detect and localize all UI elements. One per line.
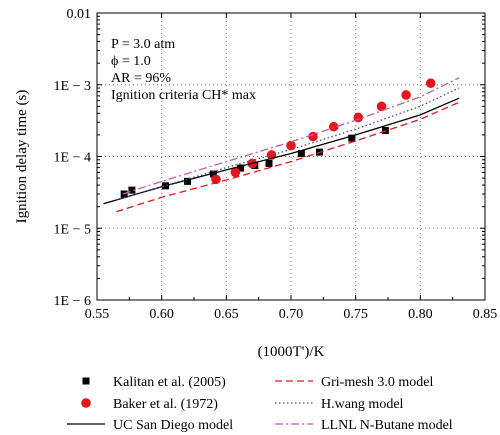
data-point: [401, 90, 411, 100]
data-point: [286, 140, 296, 151]
y-tick-label: 1E − 6: [54, 294, 91, 309]
annotation-ignition-criteria: Ignition criteria CH* max: [111, 88, 256, 103]
legend-item-4: H.wang model: [275, 397, 404, 412]
data-point: [376, 101, 387, 112]
annotation-argon: AR = 96%: [111, 71, 171, 86]
legend-swatch: [81, 398, 91, 408]
x-tick-label: 0.65: [214, 307, 239, 322]
axis-ticks: 0.55 0.60 0.65 0.70 0.75 0.80 0.85 1E − 6 1E − 5…: [54, 7, 498, 322]
series-3: [116, 101, 460, 213]
legend-item-1: Baker et al. (1972): [81, 397, 218, 412]
legend: Kalitan et al. (2005) Baker et al. (1972)…: [67, 375, 453, 433]
x-tick-label: 0.85: [473, 307, 498, 322]
x-tick-label: 0.80: [408, 307, 433, 322]
data-point: [209, 170, 217, 178]
x-axis-label: (1000T')/K: [258, 344, 325, 360]
annotations: P = 3.0 atm ϕ = 1.0 AR = 96% Ignition cr…: [111, 37, 256, 103]
legend-label: Baker et al. (1972): [113, 397, 218, 412]
data-point: [308, 131, 318, 142]
legend-swatch: [82, 377, 90, 385]
data-point: [425, 78, 436, 89]
x-tick-label: 0.55: [85, 307, 110, 322]
x-tick-label: 0.60: [149, 307, 174, 322]
series-1: [211, 78, 436, 185]
data-point: [230, 167, 241, 178]
legend-item-3: Gri-mesh 3.0 model: [275, 375, 433, 390]
legend-item-2: UC San Diego model: [67, 418, 233, 433]
x-tick-label: 0.70: [279, 307, 304, 322]
data-point: [184, 177, 192, 185]
legend-item-5: LLNL N-Butane model: [275, 418, 453, 433]
annotation-pressure: P = 3.0 atm: [111, 37, 175, 52]
y-tick-label: 1E − 3: [54, 79, 91, 94]
series-2: [103, 97, 460, 205]
data-point: [237, 164, 245, 172]
data-point: [211, 174, 221, 185]
data-point: [297, 150, 305, 158]
data-point: [265, 159, 273, 167]
series-line: [103, 97, 460, 205]
legend-label: Kalitan et al. (2005): [113, 375, 226, 390]
annotation-equivalence-ratio: ϕ = 1.0: [111, 54, 151, 69]
series-line: [116, 101, 460, 213]
y-axis-label: Ignition delay time (s): [14, 90, 30, 224]
data-point: [128, 186, 136, 194]
plot-frame: [96, 12, 486, 301]
legend-item-0: Kalitan et al. (2005): [82, 375, 226, 390]
data-point: [348, 134, 356, 142]
y-tick-label: 1E − 4: [54, 151, 91, 166]
x-tick-label: 0.75: [343, 307, 368, 322]
legend-label: LLNL N-Butane model: [321, 418, 453, 433]
legend-label: UC San Diego model: [113, 418, 233, 433]
plot-series: [103, 77, 460, 213]
grid: [97, 13, 485, 300]
legend-label: H.wang model: [321, 397, 404, 412]
data-point: [328, 121, 339, 132]
y-tick-label: 1E − 5: [54, 222, 91, 237]
y-tick-label: 0.01: [67, 7, 92, 22]
legend-label: Gri-mesh 3.0 model: [321, 375, 433, 390]
